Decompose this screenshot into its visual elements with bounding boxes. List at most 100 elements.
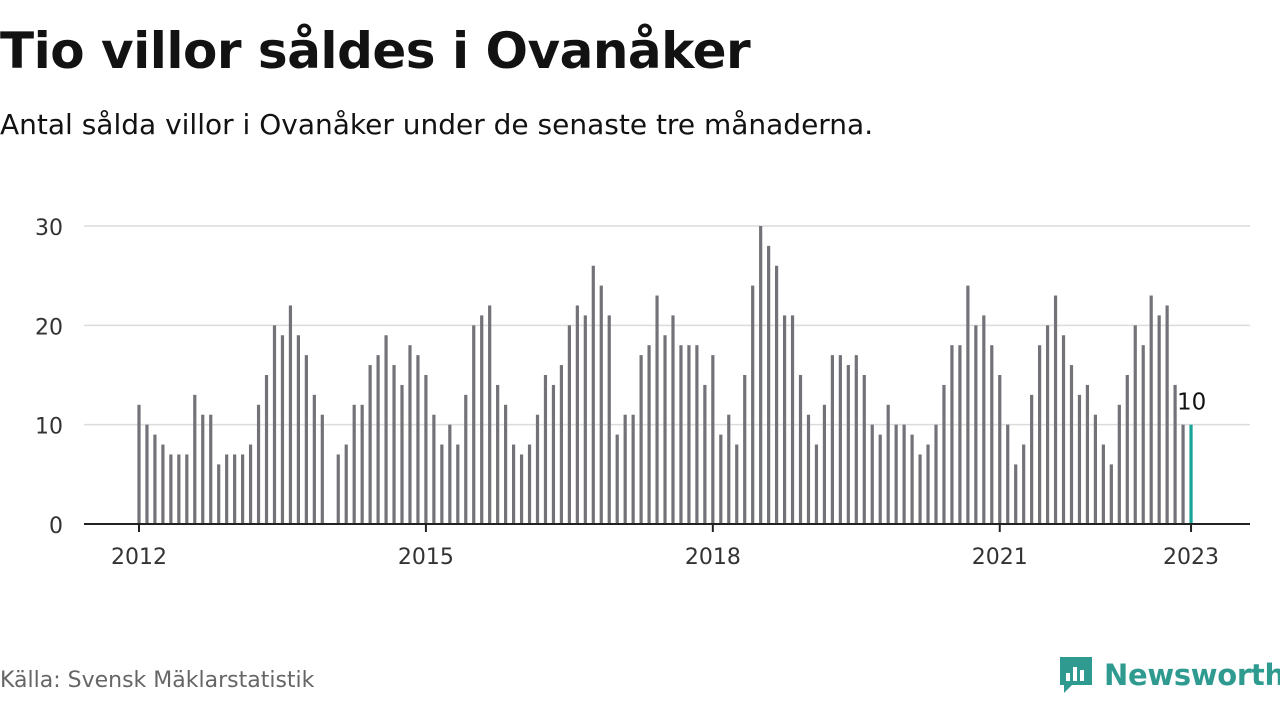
bar bbox=[320, 414, 324, 524]
bar bbox=[703, 384, 707, 524]
bar bbox=[711, 355, 715, 524]
bar bbox=[1093, 414, 1097, 524]
bar bbox=[830, 355, 834, 524]
bar bbox=[264, 375, 269, 524]
bar bbox=[488, 305, 492, 524]
bar bbox=[1133, 325, 1137, 524]
x-tick-label: 2015 bbox=[398, 545, 454, 570]
y-tick-label: 10 bbox=[35, 415, 63, 440]
brand-name: Newsworthy bbox=[1104, 658, 1280, 692]
bar bbox=[543, 375, 548, 524]
bar-highlight bbox=[1189, 424, 1193, 524]
bar bbox=[559, 365, 564, 524]
bar bbox=[432, 414, 436, 524]
bar bbox=[225, 454, 229, 524]
bar bbox=[854, 355, 858, 524]
bar bbox=[1101, 444, 1105, 524]
bar bbox=[392, 365, 396, 524]
bar bbox=[336, 454, 340, 524]
bar bbox=[894, 424, 898, 524]
bar bbox=[376, 355, 380, 524]
bar bbox=[743, 375, 747, 524]
bar bbox=[137, 404, 141, 524]
bar bbox=[926, 444, 930, 524]
bar bbox=[623, 414, 627, 524]
bar bbox=[671, 315, 675, 524]
y-tick-label: 0 bbox=[49, 514, 63, 539]
bar bbox=[647, 345, 651, 524]
x-tick-label: 2012 bbox=[111, 545, 167, 570]
bar bbox=[822, 404, 827, 524]
bar bbox=[312, 394, 316, 524]
bar bbox=[296, 335, 300, 524]
bar bbox=[368, 365, 372, 524]
bar bbox=[663, 335, 667, 524]
bar bbox=[241, 454, 245, 524]
bar bbox=[288, 305, 293, 524]
grid-lines bbox=[84, 225, 1250, 426]
bar bbox=[918, 454, 922, 524]
bar bbox=[687, 345, 691, 524]
bar bbox=[1109, 464, 1113, 524]
bar bbox=[982, 315, 986, 524]
bar bbox=[631, 414, 635, 524]
bar bbox=[384, 335, 388, 524]
bar bbox=[456, 444, 460, 524]
bar bbox=[217, 464, 221, 524]
source-note: Källa: Svensk Mäklarstatistik bbox=[0, 668, 315, 693]
bar bbox=[998, 375, 1002, 524]
bar bbox=[1045, 325, 1050, 524]
bar bbox=[504, 404, 508, 524]
bar bbox=[814, 444, 819, 524]
bar bbox=[169, 454, 173, 524]
bar bbox=[727, 414, 731, 524]
bar bbox=[751, 285, 755, 524]
bar bbox=[639, 355, 643, 524]
bar bbox=[990, 345, 994, 524]
bar bbox=[177, 454, 181, 524]
bar bbox=[272, 325, 277, 524]
highlight-data-label: 10 bbox=[1177, 390, 1206, 416]
bar bbox=[424, 375, 428, 524]
bar bbox=[790, 315, 795, 524]
x-axis bbox=[84, 523, 1250, 532]
bar bbox=[145, 424, 149, 524]
bar bbox=[193, 394, 197, 524]
bar bbox=[695, 345, 699, 524]
bar bbox=[862, 375, 866, 524]
page-subtitle: Antal sålda villor i Ovanåker under de s… bbox=[0, 108, 874, 141]
bar bbox=[870, 424, 874, 524]
bar bbox=[280, 335, 285, 524]
bar bbox=[472, 325, 476, 524]
bar bbox=[551, 384, 556, 524]
bar bbox=[535, 414, 540, 524]
bar bbox=[1173, 384, 1177, 524]
bar bbox=[448, 424, 452, 524]
bar bbox=[408, 345, 412, 524]
bar bbox=[974, 325, 978, 524]
bar bbox=[1181, 424, 1185, 524]
bar bbox=[719, 434, 723, 524]
tick-labels: 0 10 20 30 2012 2015 2018 2021 2023 10 bbox=[35, 216, 1219, 570]
bar bbox=[1022, 444, 1026, 524]
bar bbox=[153, 434, 157, 524]
bar bbox=[966, 285, 970, 524]
bar bbox=[519, 454, 524, 524]
bar bbox=[1117, 404, 1121, 524]
bar bbox=[1053, 295, 1058, 524]
bar bbox=[248, 444, 253, 524]
bar bbox=[256, 404, 261, 524]
bar bbox=[1157, 315, 1161, 524]
bar bbox=[1014, 464, 1018, 524]
bar bbox=[806, 414, 811, 524]
bars bbox=[137, 226, 1193, 524]
bar bbox=[1006, 424, 1010, 524]
y-tick-label: 20 bbox=[35, 315, 63, 340]
bar bbox=[1077, 394, 1082, 524]
bar bbox=[480, 315, 484, 524]
brand[interactable]: Newsworthy bbox=[1058, 653, 1280, 697]
bar-chart: 0 10 20 30 2012 2015 2018 2021 2023 10 bbox=[35, 216, 1250, 570]
bar bbox=[599, 285, 603, 524]
bar bbox=[352, 404, 356, 524]
y-tick-label: 30 bbox=[35, 216, 63, 241]
